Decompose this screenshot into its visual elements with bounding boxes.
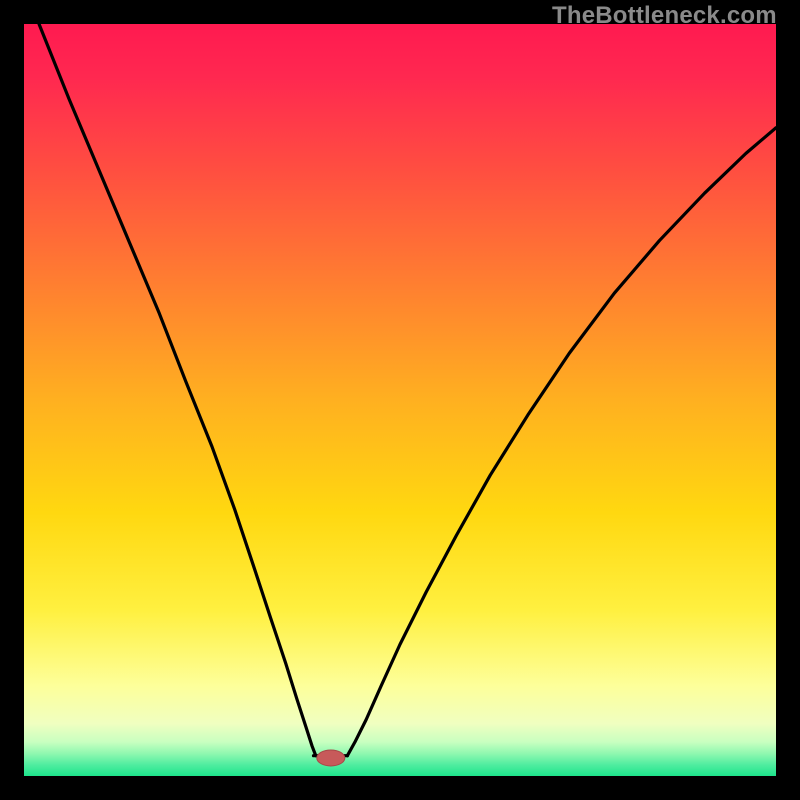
optimum-marker <box>317 750 345 766</box>
watermark-text: TheBottleneck.com <box>552 2 777 30</box>
chart-background-gradient <box>24 24 776 776</box>
chart-svg <box>24 24 776 776</box>
bottleneck-curve-chart <box>24 24 776 776</box>
